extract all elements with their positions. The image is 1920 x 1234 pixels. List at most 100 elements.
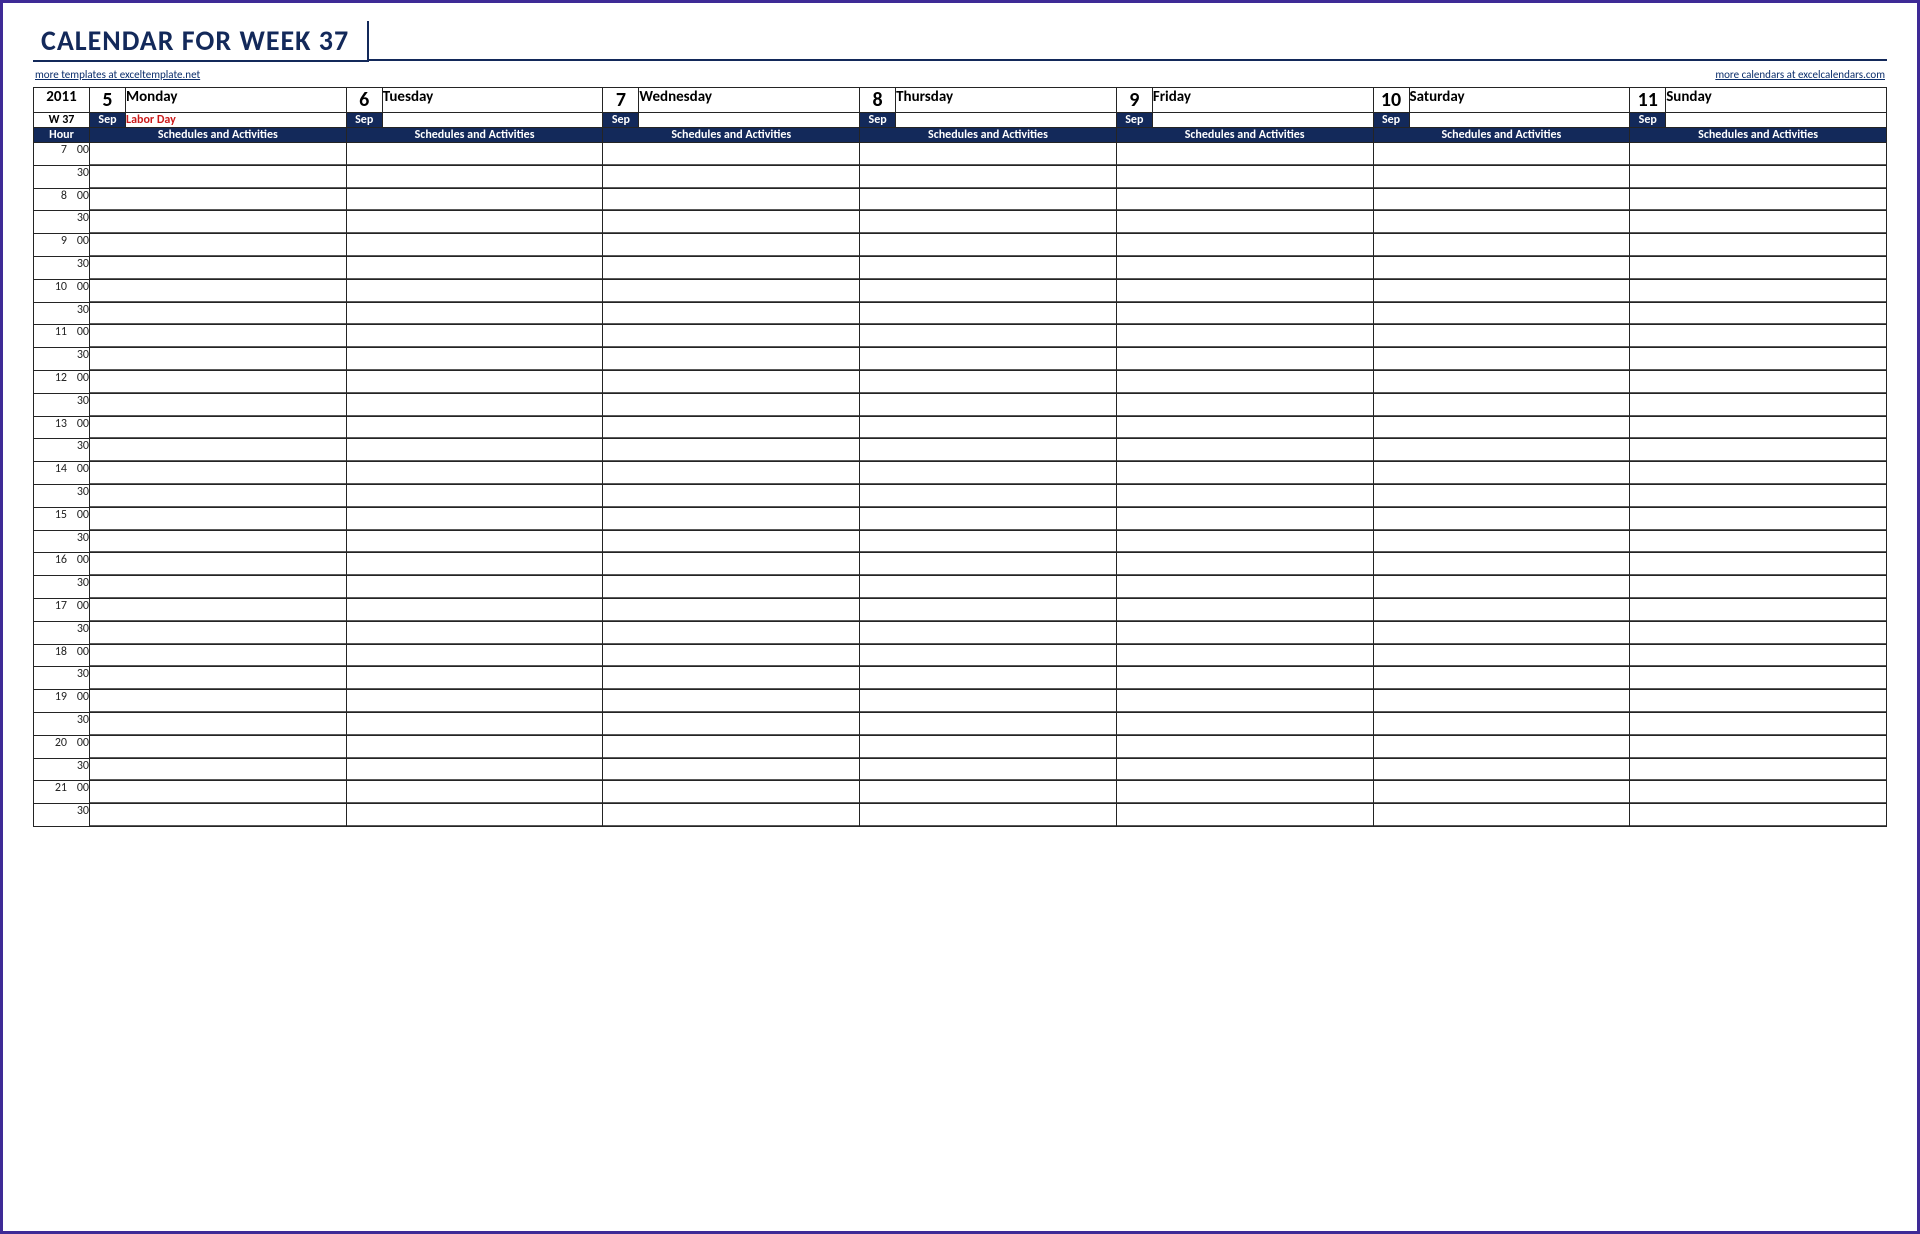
schedule-slot[interactable] — [90, 143, 347, 166]
schedule-slot[interactable] — [1116, 598, 1373, 621]
schedule-slot[interactable] — [90, 462, 347, 485]
schedule-slot[interactable] — [90, 484, 347, 507]
schedule-slot[interactable] — [1116, 690, 1373, 713]
schedule-slot[interactable] — [90, 530, 347, 553]
schedule-slot[interactable] — [346, 484, 603, 507]
schedule-slot[interactable] — [603, 143, 860, 166]
schedule-slot[interactable] — [603, 348, 860, 371]
schedule-slot[interactable] — [1630, 735, 1887, 758]
schedule-slot[interactable] — [860, 211, 1117, 234]
schedule-slot[interactable] — [1116, 165, 1373, 188]
schedule-slot[interactable] — [603, 165, 860, 188]
schedule-slot[interactable] — [860, 256, 1117, 279]
schedule-slot[interactable] — [1116, 621, 1373, 644]
schedule-slot[interactable] — [346, 370, 603, 393]
schedule-slot[interactable] — [90, 735, 347, 758]
schedule-slot[interactable] — [603, 393, 860, 416]
schedule-slot[interactable] — [1373, 370, 1630, 393]
schedule-slot[interactable] — [346, 325, 603, 348]
schedule-slot[interactable] — [346, 393, 603, 416]
schedule-slot[interactable] — [860, 416, 1117, 439]
schedule-slot[interactable] — [346, 598, 603, 621]
schedule-slot[interactable] — [90, 712, 347, 735]
schedule-slot[interactable] — [1630, 234, 1887, 257]
schedule-slot[interactable] — [603, 462, 860, 485]
schedule-slot[interactable] — [860, 735, 1117, 758]
schedule-slot[interactable] — [1373, 553, 1630, 576]
schedule-slot[interactable] — [1116, 530, 1373, 553]
schedule-slot[interactable] — [346, 507, 603, 530]
schedule-slot[interactable] — [1116, 462, 1373, 485]
schedule-slot[interactable] — [90, 507, 347, 530]
schedule-slot[interactable] — [90, 804, 347, 827]
schedule-slot[interactable] — [1116, 279, 1373, 302]
schedule-slot[interactable] — [90, 576, 347, 599]
schedule-slot[interactable] — [603, 758, 860, 781]
schedule-slot[interactable] — [1116, 553, 1373, 576]
schedule-slot[interactable] — [1630, 667, 1887, 690]
schedule-slot[interactable] — [346, 188, 603, 211]
schedule-slot[interactable] — [346, 758, 603, 781]
schedule-slot[interactable] — [1116, 484, 1373, 507]
schedule-slot[interactable] — [1373, 325, 1630, 348]
schedule-slot[interactable] — [1373, 621, 1630, 644]
schedule-slot[interactable] — [1373, 416, 1630, 439]
schedule-slot[interactable] — [603, 370, 860, 393]
schedule-slot[interactable] — [1116, 667, 1373, 690]
schedule-slot[interactable] — [860, 143, 1117, 166]
schedule-slot[interactable] — [603, 325, 860, 348]
schedule-slot[interactable] — [346, 690, 603, 713]
schedule-slot[interactable] — [860, 165, 1117, 188]
schedule-slot[interactable] — [1373, 576, 1630, 599]
schedule-slot[interactable] — [1116, 188, 1373, 211]
schedule-slot[interactable] — [1373, 690, 1630, 713]
schedule-slot[interactable] — [346, 348, 603, 371]
schedule-slot[interactable] — [860, 576, 1117, 599]
schedule-slot[interactable] — [1116, 393, 1373, 416]
schedule-slot[interactable] — [1116, 735, 1373, 758]
schedule-slot[interactable] — [1373, 234, 1630, 257]
schedule-slot[interactable] — [603, 598, 860, 621]
schedule-slot[interactable] — [1373, 484, 1630, 507]
schedule-slot[interactable] — [1373, 279, 1630, 302]
schedule-slot[interactable] — [346, 804, 603, 827]
schedule-slot[interactable] — [603, 279, 860, 302]
schedule-slot[interactable] — [1116, 781, 1373, 804]
schedule-slot[interactable] — [1373, 165, 1630, 188]
schedule-slot[interactable] — [1630, 598, 1887, 621]
schedule-slot[interactable] — [1116, 256, 1373, 279]
schedule-slot[interactable] — [90, 781, 347, 804]
schedule-slot[interactable] — [603, 530, 860, 553]
schedule-slot[interactable] — [90, 553, 347, 576]
schedule-slot[interactable] — [1630, 690, 1887, 713]
schedule-slot[interactable] — [1630, 165, 1887, 188]
schedule-slot[interactable] — [90, 256, 347, 279]
schedule-slot[interactable] — [90, 165, 347, 188]
schedule-slot[interactable] — [90, 211, 347, 234]
schedule-slot[interactable] — [1373, 598, 1630, 621]
schedule-slot[interactable] — [1373, 530, 1630, 553]
schedule-slot[interactable] — [860, 370, 1117, 393]
schedule-slot[interactable] — [1630, 576, 1887, 599]
schedule-slot[interactable] — [860, 462, 1117, 485]
schedule-slot[interactable] — [860, 804, 1117, 827]
schedule-slot[interactable] — [860, 781, 1117, 804]
schedule-slot[interactable] — [346, 165, 603, 188]
schedule-slot[interactable] — [603, 211, 860, 234]
schedule-slot[interactable] — [1373, 439, 1630, 462]
schedule-slot[interactable] — [860, 188, 1117, 211]
schedule-slot[interactable] — [1116, 576, 1373, 599]
schedule-slot[interactable] — [90, 690, 347, 713]
schedule-slot[interactable] — [860, 690, 1117, 713]
schedule-slot[interactable] — [90, 621, 347, 644]
schedule-slot[interactable] — [1116, 234, 1373, 257]
templates-link[interactable]: more templates at exceltemplate.net — [35, 68, 200, 81]
schedule-slot[interactable] — [860, 758, 1117, 781]
schedule-slot[interactable] — [1116, 416, 1373, 439]
schedule-slot[interactable] — [1373, 712, 1630, 735]
schedule-slot[interactable] — [860, 553, 1117, 576]
schedule-slot[interactable] — [603, 553, 860, 576]
schedule-slot[interactable] — [860, 234, 1117, 257]
schedule-slot[interactable] — [1630, 712, 1887, 735]
schedule-slot[interactable] — [1373, 143, 1630, 166]
